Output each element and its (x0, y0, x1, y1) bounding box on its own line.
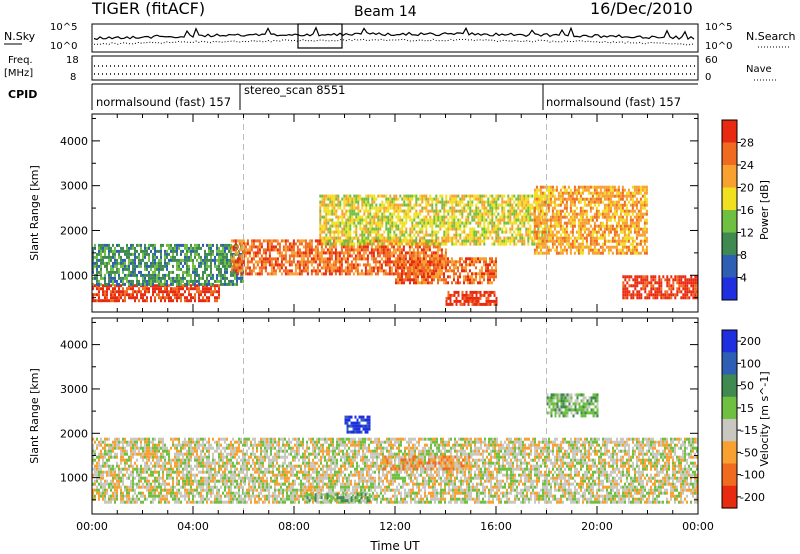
colorbar-tick-label: 12 (740, 227, 754, 240)
cpid-label: CPID (8, 88, 37, 101)
colorbar-swatch (722, 419, 737, 442)
colorbar-tick-label: -200 (740, 491, 765, 504)
colorbar-swatch (722, 255, 737, 278)
echo-cells (92, 185, 699, 306)
velocity-panel: 1000 2000 3000 4000 00:00 04:00 08:00 12:00 16:0… (28, 317, 771, 533)
echo-band (395, 257, 497, 285)
colorbar-tick-label: -50 (740, 446, 758, 459)
noise-left-tick-high: 10^5 (50, 22, 77, 33)
colorbar-swatch (722, 441, 737, 465)
echo-band (382, 455, 473, 471)
beam-label: Beam 14 (354, 4, 417, 20)
y-tick-label: 1000 (60, 269, 88, 282)
colorbar-tick-label: -100 (740, 469, 765, 482)
y-axis-label: Slant Range [km] (28, 165, 41, 261)
freq-left-tick-high: 18 (66, 55, 79, 66)
noise-left-label: N.Sky (4, 30, 36, 43)
colorbar-swatch (722, 374, 737, 398)
colorbar-swatch (722, 232, 737, 256)
colorbar-tick-label: 20 (740, 182, 754, 195)
colorbar-swatch (722, 485, 737, 509)
echo-band (622, 275, 699, 300)
x-tick-label: 16:00 (480, 520, 512, 533)
cpid-panel: CPID normalsound (fast) 157 stereo_scan … (8, 83, 698, 110)
colorbar: 4 8 12 16 20 24 28 Power [dB] (721, 119, 771, 301)
x-tick-label: 00:00 (682, 520, 714, 533)
echo-band (306, 493, 371, 503)
y-tick-label: 3000 (60, 180, 88, 193)
colorbar-tick-label: 16 (740, 204, 754, 217)
x-tick-label: 04:00 (177, 520, 209, 533)
colorbar-swatch (722, 210, 737, 233)
colorbar-tick-label: 28 (740, 137, 754, 150)
freq-label-line2: [MHz] (4, 68, 33, 79)
frequency-panel: 18 8 60 0 Freq. [MHz] Nave (4, 55, 776, 83)
echo-band (533, 185, 648, 255)
echo-band (319, 194, 548, 246)
cpid-mode-2: stereo_scan 8551 (244, 83, 345, 97)
noise-left-tick-low: 10^0 (50, 41, 77, 52)
freq-right-tick-low: 0 (705, 72, 711, 83)
noise-right-tick-low: 10^0 (705, 41, 732, 52)
y-axis-label: Slant Range [km] (28, 368, 41, 464)
noise-panel: 10^5 10^0 10^5 10^0 N.Sky N.Search (4, 22, 796, 53)
y-tick-label: 2000 (60, 224, 88, 237)
x-tick-label: 08:00 (278, 520, 310, 533)
colorbar-tick-label: 200 (740, 335, 761, 348)
colorbar-swatch (722, 352, 737, 376)
x-tick-label: 00:00 (76, 520, 108, 533)
colorbar-tick-label: -15 (740, 424, 758, 437)
stereo-scan-marker (297, 23, 343, 49)
colorbar-swatch (722, 277, 737, 301)
noise-right-tick-high: 10^5 (705, 22, 732, 33)
colorbar-label: Velocity [m s^-1] (758, 371, 771, 466)
colorbar-tick-label: 100 (740, 357, 761, 370)
colorbar-swatch (722, 165, 737, 188)
cpid-mode-1: normalsound (fast) 157 (96, 95, 231, 109)
colorbar-swatch (722, 463, 737, 487)
colorbar-swatch (722, 142, 737, 166)
y-tick-label: 4000 (60, 135, 88, 148)
colorbar-tick-label: 15 (740, 402, 754, 415)
noise-right-label: N.Search (746, 30, 796, 43)
y-tick-label: 3000 (60, 383, 88, 396)
echo-band (344, 415, 371, 434)
sky-noise-line (93, 26, 695, 41)
radar-title: TIGER (fitACF) (91, 0, 205, 18)
cpid-mode-3: normalsound (fast) 157 (546, 95, 681, 109)
freq-right-tick-high: 60 (705, 55, 718, 66)
colorbar-swatch (722, 396, 737, 420)
x-tick-label: 20:00 (581, 520, 613, 533)
power-panel: 1000 2000 3000 4000 Slant Range [km] 4 8 12 16 20… (28, 113, 771, 313)
freq-label-line1: Freq. (8, 55, 33, 66)
x-axis-label: Time UT (369, 539, 420, 553)
colorbar-swatch (722, 187, 737, 211)
colorbar: 200 100 50 15 -15 -50 -100 -200 Velocity [m s^-1… (721, 329, 771, 509)
echo-cells (92, 393, 698, 504)
date-label: 16/Dec/2010 (590, 0, 693, 18)
y-tick-label: 1000 (60, 472, 88, 485)
echo-band (92, 437, 698, 504)
y-tick-label: 4000 (60, 339, 88, 352)
y-tick-label: 2000 (60, 427, 88, 440)
colorbar-tick-label: 4 (740, 272, 747, 285)
colorbar-tick-label: 24 (740, 159, 754, 172)
colorbar-swatch (722, 330, 737, 353)
search-noise-line (94, 38, 695, 46)
colorbar-tick-label: 50 (740, 380, 754, 393)
colorbar-label: Power [dB] (758, 180, 771, 240)
echo-band (445, 290, 498, 306)
echo-band (92, 243, 244, 286)
echo-band (546, 393, 599, 418)
colorbar-tick-label: 8 (740, 249, 747, 262)
x-tick-label: 12:00 (379, 520, 411, 533)
freq-left-tick-low: 8 (70, 72, 76, 83)
nave-label: Nave (746, 64, 772, 75)
colorbar-swatch (722, 120, 737, 143)
